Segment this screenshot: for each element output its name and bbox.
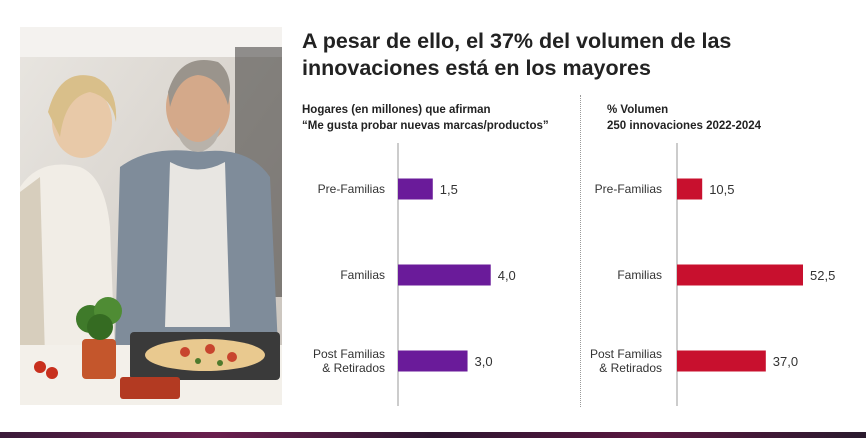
left-bar-1 xyxy=(398,178,433,200)
right-chart-subtitle-line-1: % Volumen xyxy=(607,104,669,116)
right-category-label-3-line-1: Post Familias xyxy=(590,347,662,361)
title-line-1: A pesar de ello, el 37% del volumen de l… xyxy=(302,29,732,53)
title-line-2: innovaciones está en los mayores xyxy=(302,56,651,80)
chart-divider xyxy=(580,95,581,407)
right-bar-2 xyxy=(677,264,803,286)
left-value-label-3: 3,0 xyxy=(475,354,493,369)
bottom-decorative-strip xyxy=(0,432,866,438)
left-bar-2 xyxy=(398,264,491,286)
right-chart-subtitle-line-2: 250 innovaciones 2022-2024 xyxy=(607,120,762,132)
cooking-couple-photo xyxy=(20,27,282,405)
left-value-label-2: 4,0 xyxy=(498,268,516,283)
left-chart-subtitle-line-2: “Me gusta probar nuevas marcas/productos… xyxy=(302,120,549,132)
page-title: A pesar de ello, el 37% del volumen de l… xyxy=(302,28,842,82)
right-bar-1 xyxy=(677,178,703,200)
left-category-label-3-line-1: Post Familias xyxy=(313,347,385,361)
right-bar-3 xyxy=(677,350,766,372)
left-category-label-3-line-2: & Retirados xyxy=(322,361,385,375)
right-category-label-2: Familias xyxy=(617,268,662,282)
left-category-label-2: Familias xyxy=(340,268,385,282)
left-value-label-1: 1,5 xyxy=(440,182,458,197)
left-chart-subtitle: Hogares (en millones) que afirman “Me gu… xyxy=(302,102,582,134)
right-value-label-3: 37,0 xyxy=(773,354,798,369)
left-category-label-1: Pre-Familias xyxy=(318,182,385,196)
right-value-label-2: 52,5 xyxy=(810,268,835,283)
photo-illustration xyxy=(20,27,282,405)
left-bar-3 xyxy=(398,350,468,372)
right-chart-subtitle: % Volumen 250 innovaciones 2022-2024 xyxy=(607,102,857,134)
right-category-label-1: Pre-Familias xyxy=(595,182,662,196)
right-category-label-3-line-2: & Retirados xyxy=(599,361,662,375)
right-value-label-1: 10,5 xyxy=(709,182,734,197)
left-chart-subtitle-line-1: Hogares (en millones) que afirman xyxy=(302,104,491,116)
